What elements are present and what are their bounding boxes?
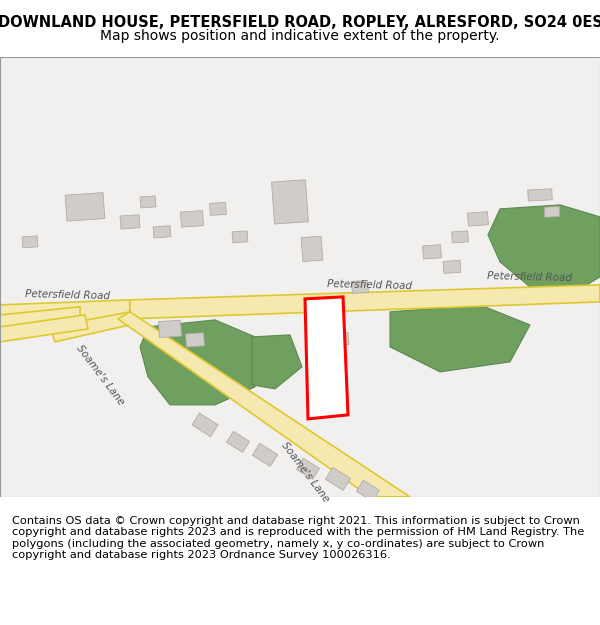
Bar xyxy=(120,215,140,229)
Bar xyxy=(443,260,461,274)
Polygon shape xyxy=(118,312,410,497)
Bar xyxy=(544,206,560,217)
Polygon shape xyxy=(140,320,255,405)
Bar xyxy=(181,211,203,227)
Polygon shape xyxy=(390,305,530,372)
Bar xyxy=(209,202,226,216)
Bar xyxy=(352,281,368,293)
Polygon shape xyxy=(0,300,130,324)
Text: Petersfield Road: Petersfield Road xyxy=(487,271,572,283)
Bar xyxy=(467,212,488,226)
Bar xyxy=(22,236,38,248)
Bar xyxy=(226,431,250,452)
Bar xyxy=(232,231,248,243)
Polygon shape xyxy=(252,335,302,389)
Polygon shape xyxy=(0,315,88,342)
Text: Petersfield Road: Petersfield Road xyxy=(328,279,413,291)
Text: Map shows position and indicative extent of the property.: Map shows position and indicative extent… xyxy=(100,29,500,43)
Bar xyxy=(192,413,218,437)
Text: DOWNLAND HOUSE, PETERSFIELD ROAD, ROPLEY, ALRESFORD, SO24 0ES: DOWNLAND HOUSE, PETERSFIELD ROAD, ROPLEY… xyxy=(0,15,600,30)
Bar xyxy=(185,332,205,347)
Bar xyxy=(301,236,323,261)
Polygon shape xyxy=(488,205,600,292)
Text: Soame's Lane: Soame's Lane xyxy=(279,440,331,504)
Text: Contains OS data © Crown copyright and database right 2021. This information is : Contains OS data © Crown copyright and d… xyxy=(12,516,584,561)
Bar xyxy=(65,192,105,221)
Bar xyxy=(331,332,349,346)
Bar xyxy=(356,481,380,501)
Bar xyxy=(311,315,329,329)
Bar xyxy=(452,231,469,243)
Bar xyxy=(528,189,552,201)
Bar xyxy=(158,320,182,338)
Polygon shape xyxy=(305,297,348,419)
Bar xyxy=(253,443,278,466)
Bar xyxy=(422,245,442,259)
Text: Soame's Lane: Soame's Lane xyxy=(74,343,126,407)
Text: Petersfield Road: Petersfield Road xyxy=(25,289,110,301)
Bar xyxy=(272,180,308,224)
Bar xyxy=(325,468,350,491)
Polygon shape xyxy=(50,312,130,342)
Bar xyxy=(140,196,156,208)
Polygon shape xyxy=(130,285,600,319)
Bar xyxy=(153,226,171,238)
Polygon shape xyxy=(0,307,80,332)
Bar xyxy=(296,458,320,479)
